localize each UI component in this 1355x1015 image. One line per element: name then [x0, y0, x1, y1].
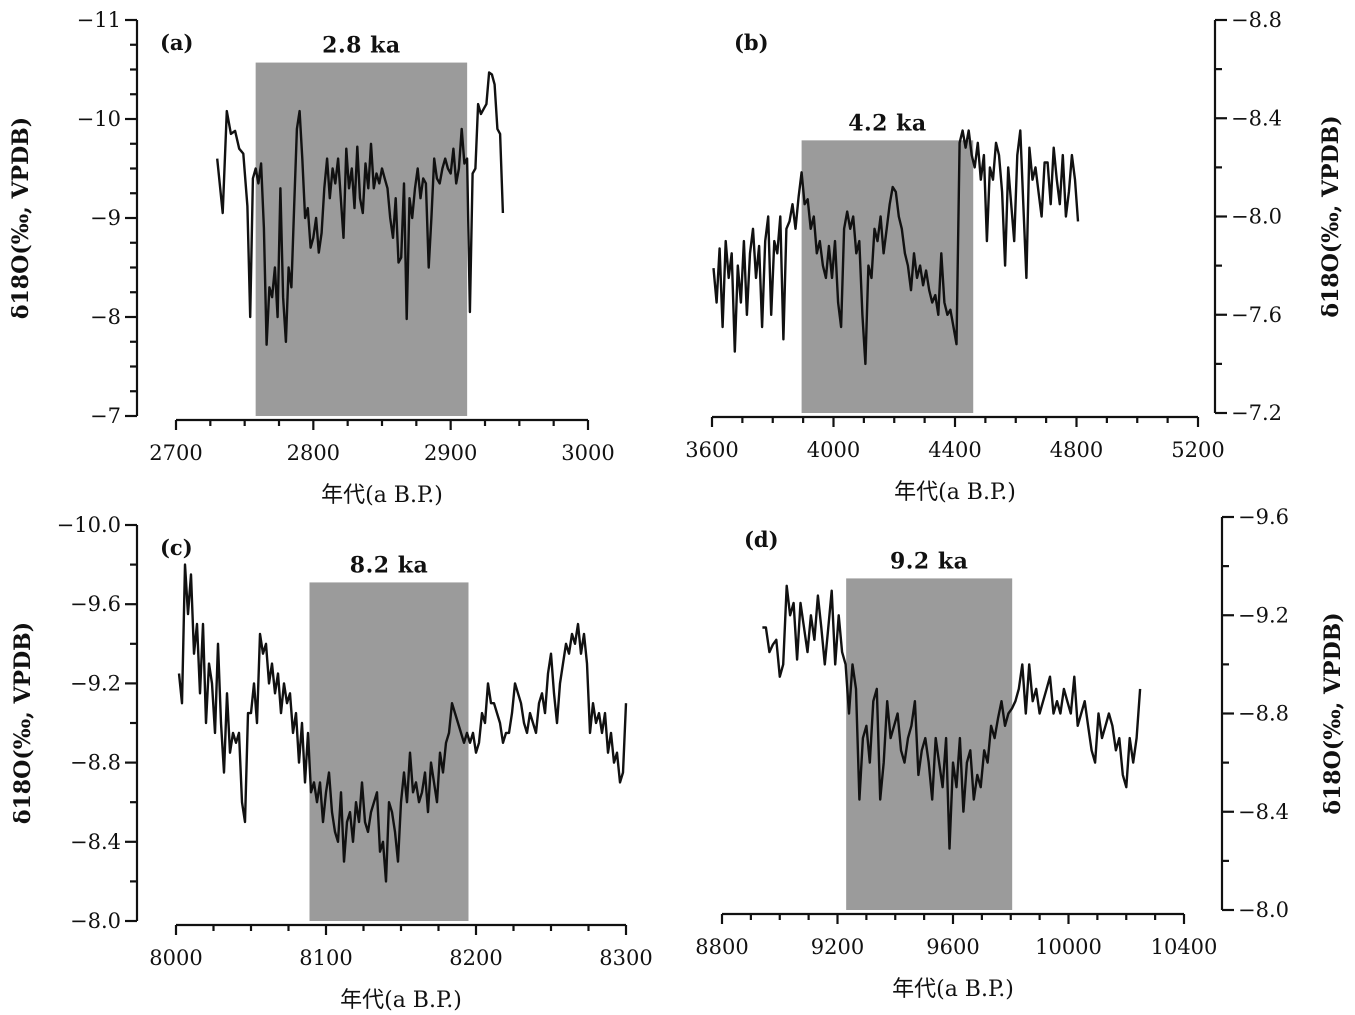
x-axis-label: 年代(a B.P.) — [321, 483, 443, 508]
x-tick-label: 3600 — [685, 438, 738, 462]
panel-b: 4.2 ka (b) 3600 4000 4400 4800 5200 年代(a B.P.) −… — [685, 8, 1344, 505]
y-axis-label: δ18O(‰, VPDB) — [1320, 612, 1346, 814]
x-tick-label: 4800 — [1050, 438, 1103, 462]
event-shade — [801, 140, 974, 413]
x-tick-label: 2800 — [287, 441, 340, 465]
y-axis-label: δ18O(‰, VPDB) — [1318, 115, 1344, 317]
event-label: 9.2 ka — [890, 548, 968, 574]
y-tick-label: −8.8 — [1231, 8, 1282, 32]
series-line — [177, 563, 628, 883]
event-shade — [309, 582, 469, 921]
panel-label: (a) — [160, 30, 193, 55]
y-tick-label: −7 — [90, 404, 121, 428]
y-axis-label: δ18O(‰, VPDB) — [8, 117, 34, 319]
panel-label: (d) — [744, 527, 779, 552]
x-tick-label: 2700 — [149, 441, 202, 465]
y-tick-label: −7.2 — [1231, 401, 1282, 425]
y-tick-label: −10.0 — [57, 513, 121, 537]
series-line — [762, 584, 1142, 850]
x-axis-label: 年代(a B.P.) — [894, 480, 1016, 505]
panel-label: (b) — [734, 30, 769, 55]
y-tick-label: −11 — [77, 8, 121, 32]
event-shade — [846, 578, 1013, 910]
panel-c: 8.2 ka (c) 8000 8100 8200 8300 年代(a B.P.) −10.0… — [10, 513, 653, 1013]
y-tick-label: −8.4 — [1231, 106, 1282, 130]
y-tick-label: −8.0 — [1238, 898, 1289, 922]
x-tick-label: 4400 — [928, 438, 981, 462]
x-axis-label: 年代(a B.P.) — [340, 988, 462, 1013]
x-tick-label: 4000 — [807, 438, 860, 462]
x-tick-label: 3000 — [561, 441, 614, 465]
event-shade — [255, 62, 468, 416]
x-tick-label: 8800 — [695, 935, 748, 959]
panel-label: (c) — [160, 535, 193, 560]
event-label: 2.8 ka — [322, 33, 400, 59]
x-tick-label: 2900 — [424, 441, 477, 465]
event-label: 4.2 ka — [848, 110, 926, 136]
y-axis-label: δ18O(‰, VPDB) — [10, 622, 36, 824]
y-tick-label: −9.2 — [70, 671, 121, 695]
series-line — [712, 129, 1080, 366]
y-tick-label: −8.8 — [1238, 702, 1289, 726]
y-tick-label: −8.8 — [70, 751, 121, 775]
x-axis-label: 年代(a B.P.) — [892, 977, 1014, 1002]
y-tick-label: −8.0 — [70, 909, 121, 933]
panel-d: 9.2 ka (d) 8800 9200 9600 10000 10400 年代(a B.P.… — [695, 505, 1346, 1002]
x-tick-label: 8200 — [449, 946, 502, 970]
series-line — [216, 71, 505, 346]
event-label: 8.2 ka — [350, 552, 428, 578]
x-tick-label: 9200 — [811, 935, 864, 959]
x-tick-label: 8300 — [599, 946, 652, 970]
panel-a: 2.8 ka (a) 2700 2800 2900 3000 年代(a B.P.) −11 −1… — [8, 8, 615, 508]
y-tick-label: −7.6 — [1231, 303, 1282, 327]
x-tick-label: 9600 — [926, 935, 979, 959]
y-tick-label: −8.0 — [1231, 205, 1282, 229]
y-tick-label: −9 — [90, 206, 121, 230]
x-tick-label: 5200 — [1171, 438, 1224, 462]
y-tick-label: −8.4 — [70, 830, 121, 854]
y-tick-label: −9.6 — [70, 592, 121, 616]
y-tick-label: −8.4 — [1238, 800, 1289, 824]
y-tick-label: −8 — [90, 305, 121, 329]
y-tick-label: −9.6 — [1238, 505, 1289, 529]
x-tick-label: 8000 — [149, 946, 202, 970]
y-tick-label: −9.2 — [1238, 603, 1289, 627]
x-tick-label: 10400 — [1151, 935, 1218, 959]
y-tick-label: −10 — [77, 107, 121, 131]
x-tick-label: 8100 — [299, 946, 352, 970]
x-tick-label: 10000 — [1035, 935, 1102, 959]
